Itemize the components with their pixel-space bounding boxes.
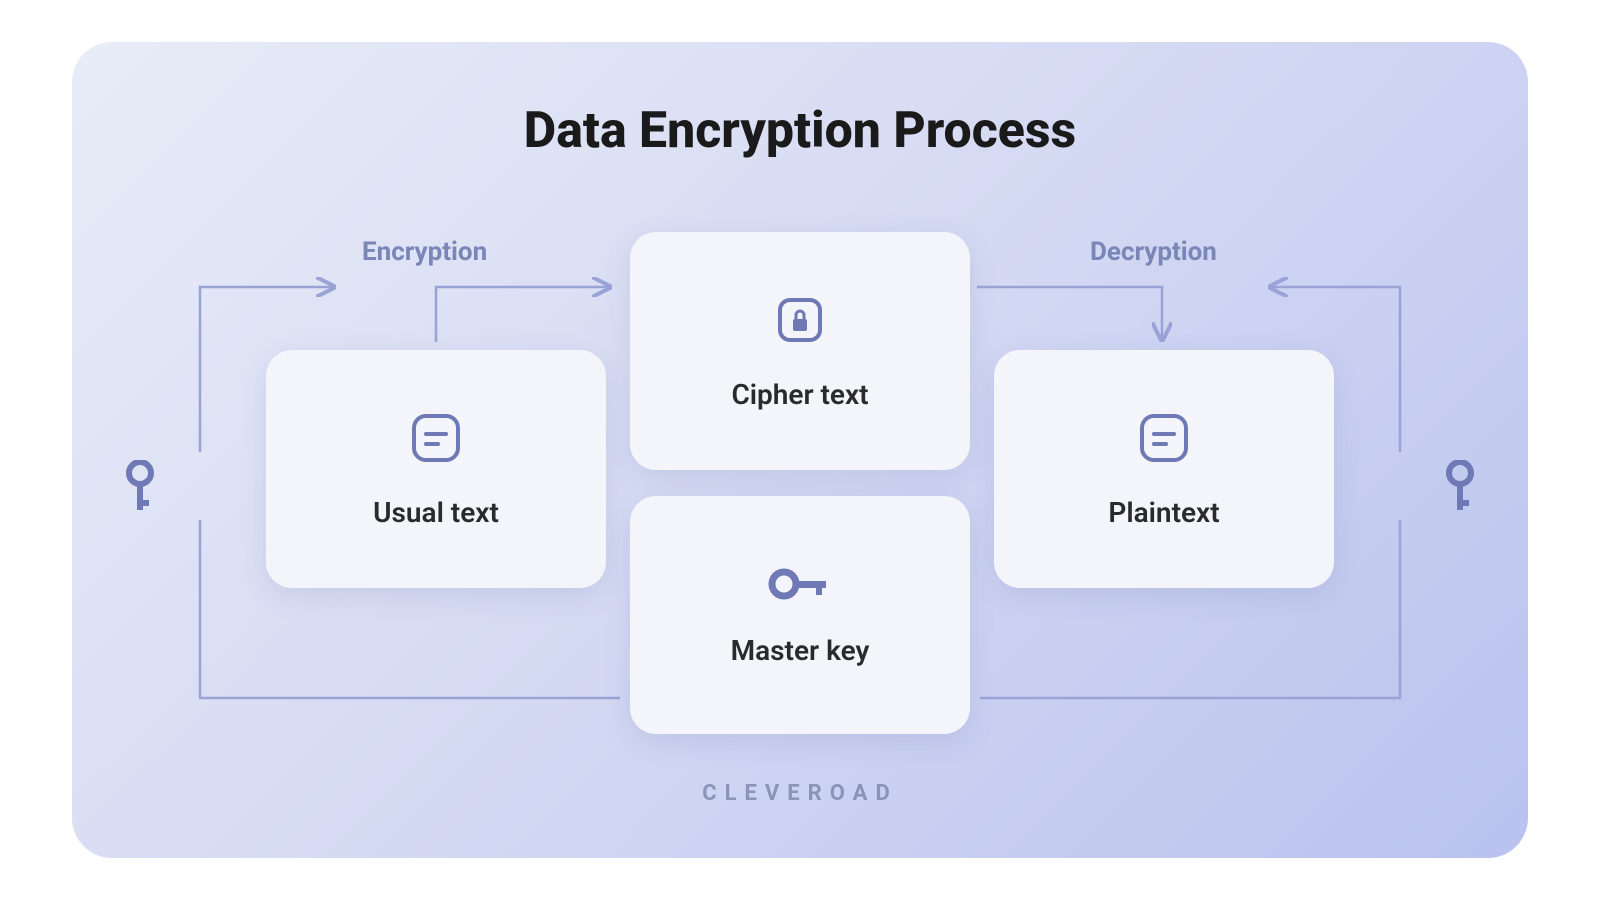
encryption-label: Encryption [362,237,487,267]
brand-label: CLEVEROAD [72,781,1528,806]
card-usual-text: Usual text [266,350,606,588]
card-label: Usual text [373,496,499,529]
card-label: Master key [731,634,870,667]
text-icon [1136,410,1192,470]
card-cipher-text: Cipher text [630,232,970,470]
key-icon [122,460,158,516]
lock-icon [772,292,828,352]
card-plaintext: Plaintext [994,350,1334,588]
diagram-canvas: Data Encryption Process Encryption Decry… [72,42,1528,858]
key-icon [1442,460,1478,516]
decryption-label: Decryption [1090,237,1217,267]
text-icon [408,410,464,470]
diagram-title: Data Encryption Process [72,102,1528,160]
key-horizontal-icon [768,564,832,608]
card-label: Cipher text [731,378,868,411]
card-master-key: Master key [630,496,970,734]
card-label: Plaintext [1108,496,1219,529]
